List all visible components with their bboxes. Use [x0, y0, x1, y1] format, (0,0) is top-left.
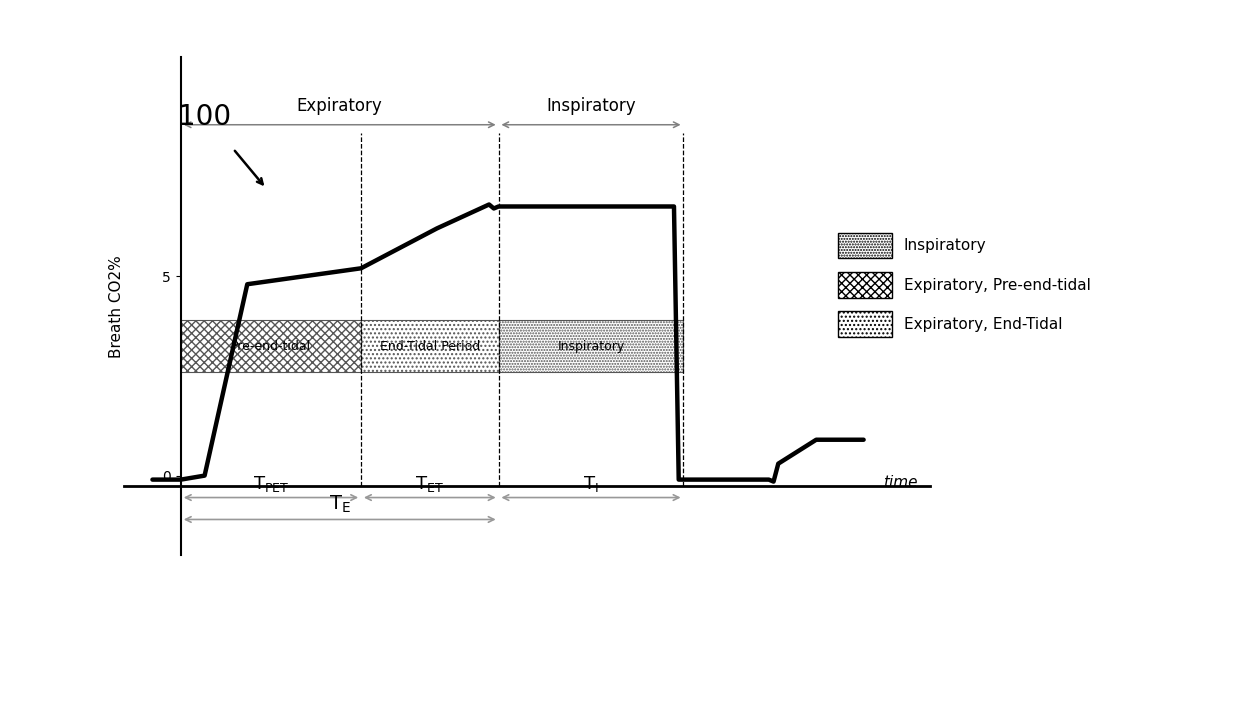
Legend: Inspiratory, Expiratory, Pre-end-tidal, Expiratory, End-Tidal: Inspiratory, Expiratory, Pre-end-tidal, …: [826, 221, 1104, 349]
Text: 100: 100: [179, 103, 231, 131]
Text: T$_{\mathregular{PET}}$: T$_{\mathregular{PET}}$: [253, 473, 289, 493]
Bar: [181, 320, 361, 372]
Text: T$_{\mathregular{I}}$: T$_{\mathregular{I}}$: [583, 473, 599, 493]
Text: Inspiratory: Inspiratory: [546, 97, 636, 115]
Bar: [361, 320, 498, 372]
Text: time: time: [883, 476, 918, 491]
Bar: [498, 320, 683, 372]
Text: T$_{\mathregular{E}}$: T$_{\mathregular{E}}$: [329, 494, 351, 515]
Text: T$_{\mathregular{ET}}$: T$_{\mathregular{ET}}$: [415, 473, 444, 493]
Text: Expiratory: Expiratory: [296, 97, 383, 115]
Text: Inspiratory: Inspiratory: [558, 340, 625, 352]
Text: Pre-end-tidal: Pre-end-tidal: [231, 340, 311, 352]
Text: End-Tidal Period: End-Tidal Period: [379, 340, 480, 352]
Y-axis label: Breath CO2%: Breath CO2%: [109, 255, 124, 357]
